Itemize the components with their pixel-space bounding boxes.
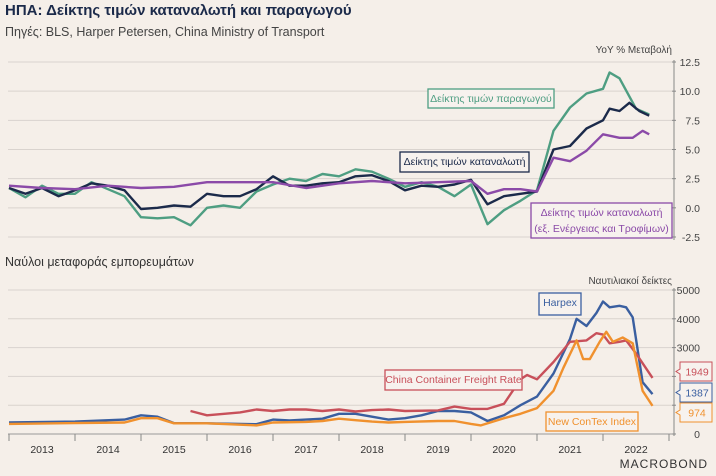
bottom-y-axis-label: Ναυτιλιακοί δείκτες — [588, 276, 672, 287]
legend-ppi-box — [427, 88, 555, 109]
x-tick-label: 2022 — [624, 444, 648, 456]
y-tick-label: 7.5 — [685, 115, 700, 127]
y-tick-label: 2.5 — [685, 174, 700, 186]
y-tick-label: 5.0 — [685, 145, 700, 157]
last-value-label: 974 — [688, 408, 706, 420]
x-tick-label: 2018 — [360, 444, 384, 456]
macrobond-logo: MACROBOND — [619, 457, 708, 471]
top-y-axis-label: YoY % Μεταβολή — [595, 45, 672, 56]
last-value-tag — [675, 382, 713, 403]
last-value-label: 1387 — [685, 388, 709, 400]
y-tick-label: 4000 — [677, 314, 701, 326]
legend-ccfr-box — [384, 369, 523, 391]
chart-subtitle: Πηγές: BLS, Harper Petersen, China Minis… — [5, 25, 325, 39]
legend-harpex-box — [538, 292, 582, 316]
series-line — [190, 332, 654, 417]
x-tick-label: 2020 — [492, 444, 516, 456]
series-line — [8, 101, 650, 211]
legend-cpi-box — [399, 151, 530, 173]
legend-core-cpi: Δείκτης τιμών καταναλωτή — [541, 207, 663, 219]
legend-contex-box — [545, 411, 639, 432]
x-tick-label: 2015 — [162, 444, 186, 456]
series-line — [8, 330, 654, 427]
y-tick-label: 3000 — [677, 343, 701, 355]
y-tick-label: 0 — [694, 429, 700, 441]
y-tick-label: 12.5 — [680, 57, 701, 69]
legend-harpex: Harpex — [543, 297, 578, 309]
legend-contex: New ConTex Index — [548, 416, 637, 428]
x-tick-label: 2016 — [228, 444, 252, 456]
x-tick-label: 2019 — [426, 444, 450, 456]
x-tick-label: 2021 — [558, 444, 582, 456]
bottom-chart-title: Ναύλοι μεταφοράς εμπορευμάτων — [5, 255, 194, 269]
x-tick-label: 2014 — [96, 444, 120, 456]
legend-ccfr: China Container Freight Rate — [385, 374, 522, 386]
y-tick-label: 0.0 — [685, 203, 700, 215]
y-tick-label: 10.0 — [680, 86, 701, 98]
series-line — [8, 71, 650, 227]
last-value-tag — [675, 402, 713, 423]
last-value-tag — [675, 361, 713, 382]
chart-title: ΗΠΑ: Δείκτης τιμών καταναλωτή και παραγω… — [5, 2, 352, 19]
last-value-label: 1949 — [685, 367, 709, 379]
y-tick-label: 5000 — [677, 285, 701, 297]
x-tick-label: 2017 — [294, 444, 318, 456]
legend-core-cpi-box — [530, 202, 673, 239]
legend-ppi: Δείκτης τιμών παραγωγού — [430, 93, 552, 105]
x-tick-label: 2013 — [30, 444, 54, 456]
y-tick-label: -2.5 — [682, 232, 700, 244]
legend-core-cpi: (εξ. Ενέργειας και Τροφίμων) — [534, 223, 669, 235]
series-line — [8, 129, 650, 195]
legend-cpi: Δείκτης τιμών καταναλωτή — [404, 156, 526, 168]
series-line — [8, 300, 654, 426]
